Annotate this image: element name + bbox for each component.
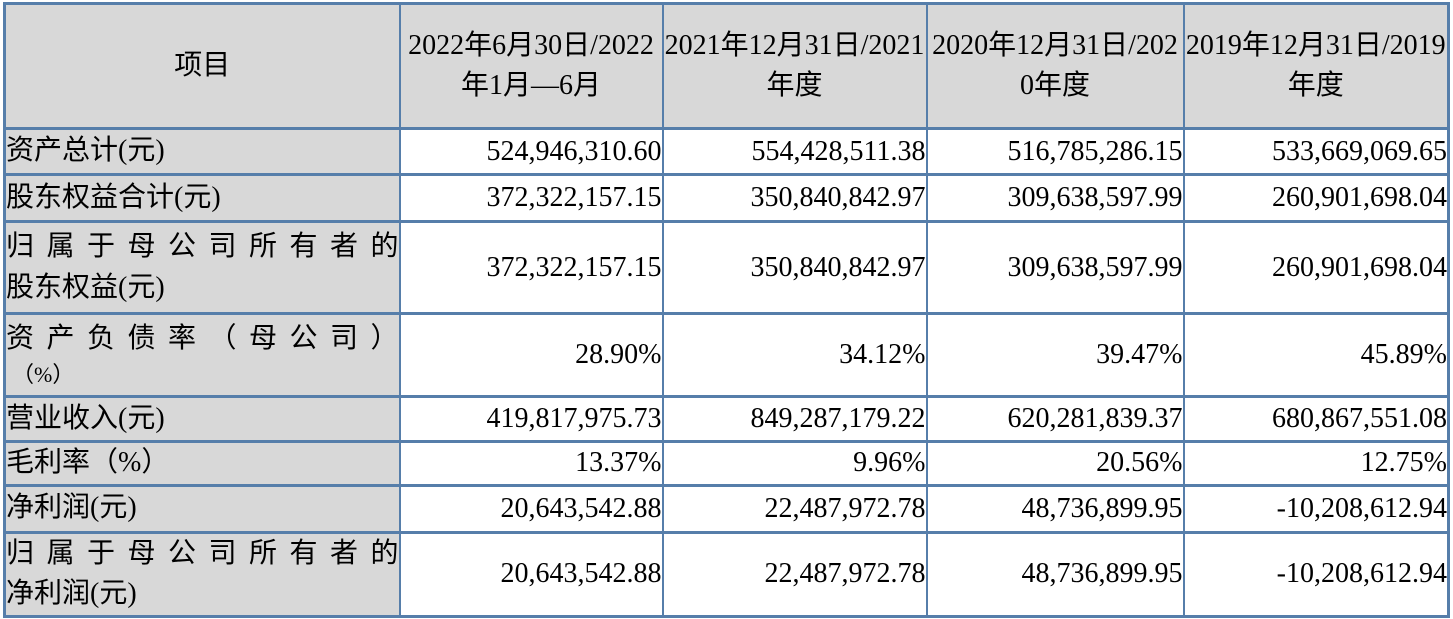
row-label-text: 营业收入(元) (6, 402, 165, 434)
row-label-text: 净利润(元) (6, 492, 137, 524)
row-label-line2: 股东权益(元) (6, 271, 165, 303)
row-label-line1: 归属于母公司所有者的 (6, 230, 399, 262)
table-row-net-profit-attributable-to-parent: 归属于母公司所有者的 净利润(元) 20,643,542.88 22,487,9… (3, 530, 1450, 618)
column-header-period-2020: 2020年12月31日/2020年度 (925, 2, 1185, 130)
row-label: 净利润(元) (3, 483, 401, 534)
value-cell: 260,901,698.04 (1182, 220, 1450, 315)
row-label: 资产负债率（母公司） （%） (3, 312, 401, 398)
value-cell: 28.90% (398, 312, 664, 398)
table-row-gross-margin: 毛利率（%） 13.37% 9.96% 20.56% 12.75% (3, 440, 1450, 487)
value-cell: 45.89% (1182, 312, 1450, 398)
value-cell: 20.56% (925, 440, 1185, 487)
row-label-text: 股东权益合计(元) (6, 181, 221, 213)
table-row-debt-ratio-parent: 资产负债率（母公司） （%） 28.90% 34.12% 39.47% 45.8… (3, 312, 1450, 398)
value-cell: 680,867,551.08 (1182, 395, 1450, 443)
row-label: 资产总计(元) (3, 127, 401, 176)
column-header-item: 项目 (3, 2, 401, 130)
row-label: 毛利率（%） (3, 440, 401, 487)
table-row-net-profit: 净利润(元) 20,643,542.88 22,487,972.78 48,73… (3, 483, 1450, 534)
value-cell: 419,817,975.73 (398, 395, 664, 443)
value-cell: 350,840,842.97 (661, 173, 928, 223)
value-cell: 309,638,597.99 (925, 220, 1185, 315)
value-cell: 620,281,839.37 (925, 395, 1185, 443)
value-cell: 372,322,157.15 (398, 220, 664, 315)
value-cell: 372,322,157.15 (398, 173, 664, 223)
row-label-text: 资产总计(元) (6, 135, 165, 167)
row-label-line1: 归属于母公司所有者的 (6, 537, 399, 569)
row-label: 归属于母公司所有者的 净利润(元) (3, 530, 401, 618)
row-label: 营业收入(元) (3, 395, 401, 443)
row-label-line1: 资产负债率（母公司） (6, 322, 399, 354)
table-row-operating-revenue: 营业收入(元) 419,817,975.73 849,287,179.22 62… (3, 395, 1450, 443)
value-cell: 554,428,511.38 (661, 127, 928, 176)
table-row-total-equity: 股东权益合计(元) 372,322,157.15 350,840,842.97 … (3, 173, 1450, 223)
value-cell: 260,901,698.04 (1182, 173, 1450, 223)
value-cell: 12.75% (1182, 440, 1450, 487)
financial-summary-table: 项目 2022年6月30日/2022年1月—6月 2021年12月31日/202… (3, 2, 1450, 618)
row-label: 归属于母公司所有者的 股东权益(元) (3, 220, 401, 315)
value-cell: 20,643,542.88 (398, 483, 664, 534)
value-cell: -10,208,612.94 (1182, 530, 1450, 618)
value-cell: 13.37% (398, 440, 664, 487)
value-cell: 39.47% (925, 312, 1185, 398)
value-cell: 350,840,842.97 (661, 220, 928, 315)
value-cell: -10,208,612.94 (1182, 483, 1450, 534)
value-cell: 48,736,899.95 (925, 483, 1185, 534)
value-cell: 533,669,069.65 (1182, 127, 1450, 176)
value-cell: 20,643,542.88 (398, 530, 664, 618)
value-cell: 48,736,899.95 (925, 530, 1185, 618)
row-label: 股东权益合计(元) (3, 173, 401, 223)
value-cell: 516,785,286.15 (925, 127, 1185, 176)
row-label-text: 毛利率（%） (6, 447, 170, 478)
table-row-equity-attributable-to-parent: 归属于母公司所有者的 股东权益(元) 372,322,157.15 350,84… (3, 220, 1450, 315)
table-row-total-assets: 资产总计(元) 524,946,310.60 554,428,511.38 51… (3, 127, 1450, 176)
row-label-line2: 净利润(元) (6, 578, 137, 610)
value-cell: 309,638,597.99 (925, 173, 1185, 223)
value-cell: 22,487,972.78 (661, 483, 928, 534)
value-cell: 22,487,972.78 (661, 530, 928, 618)
column-header-period-2019: 2019年12月31日/2019年度 (1182, 2, 1450, 130)
table-header-row: 项目 2022年6月30日/2022年1月—6月 2021年12月31日/202… (3, 2, 1450, 130)
value-cell: 849,287,179.22 (661, 395, 928, 443)
value-cell: 524,946,310.60 (398, 127, 664, 176)
value-cell: 34.12% (661, 312, 928, 398)
row-label-line2: （%） (12, 362, 75, 388)
value-cell: 9.96% (661, 440, 928, 487)
column-header-period-2022h1: 2022年6月30日/2022年1月—6月 (398, 2, 664, 130)
column-header-period-2021: 2021年12月31日/2021年度 (661, 2, 928, 130)
